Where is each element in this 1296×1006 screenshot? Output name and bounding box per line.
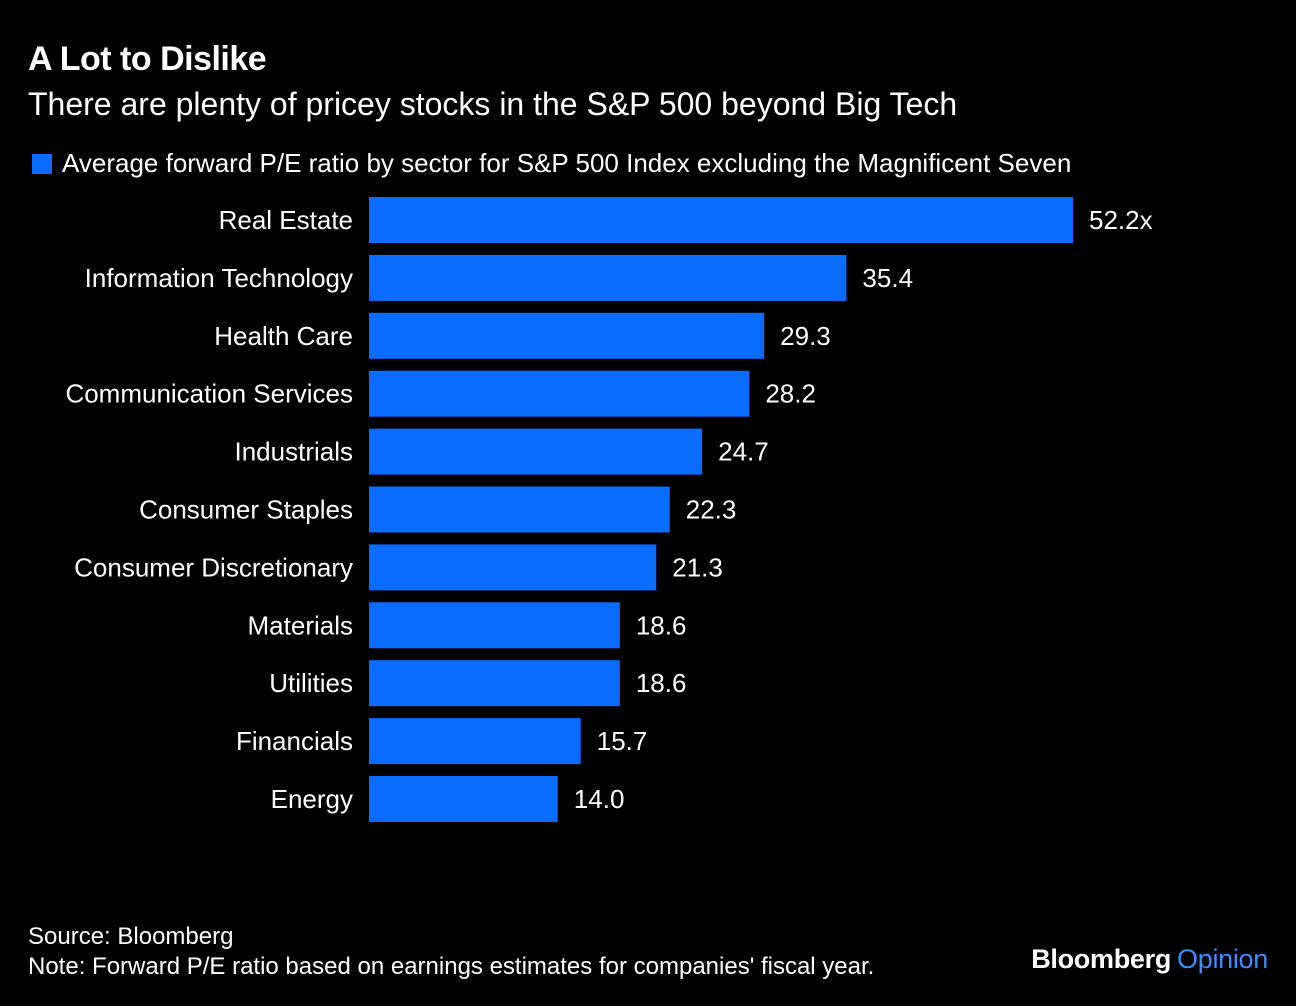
value-label: 35.4 <box>862 263 913 293</box>
chart-title: A Lot to Dislike <box>28 40 267 78</box>
value-label: 29.3 <box>780 321 831 351</box>
note-text: Note: Forward P/E ratio based on earning… <box>28 953 875 980</box>
value-label: 22.3 <box>686 495 737 525</box>
category-label: Consumer Staples <box>139 495 353 525</box>
bar <box>369 776 558 822</box>
bar <box>369 312 765 359</box>
category-label: Industrials <box>235 437 354 467</box>
legend-swatch <box>32 153 52 174</box>
bar <box>369 428 703 475</box>
value-label: 28.2 <box>765 379 816 409</box>
brand-bloomberg: Bloomberg <box>1031 944 1172 974</box>
bar <box>369 718 581 765</box>
value-label: 14.0 <box>574 784 625 814</box>
value-label: 21.3 <box>672 552 723 582</box>
value-label: 15.7 <box>597 726 648 756</box>
category-label: Real Estate <box>219 205 353 235</box>
category-label: Materials <box>248 610 353 640</box>
category-label: Utilities <box>269 668 353 698</box>
bar <box>369 544 657 591</box>
bar <box>369 660 620 707</box>
source-text: Source: Bloomberg <box>28 923 234 950</box>
bar <box>369 197 1073 243</box>
bar <box>369 486 670 533</box>
bar <box>369 254 847 301</box>
legend: Average forward P/E ratio by sector for … <box>32 148 1071 179</box>
brand-logo: Bloomberg Opinion <box>1031 944 1268 975</box>
chart-subtitle: There are plenty of pricey stocks in the… <box>28 86 958 122</box>
footer-notes: Source: Bloomberg Note: Forward P/E rati… <box>28 922 874 982</box>
brand-opinion: Opinion <box>1177 944 1268 974</box>
category-label: Energy <box>271 784 353 814</box>
category-label: Health Care <box>214 321 353 351</box>
legend-label: Average forward P/E ratio by sector for … <box>62 148 1072 178</box>
category-label: Communication Services <box>65 379 353 409</box>
category-label: Financials <box>236 726 353 756</box>
value-label: 18.6 <box>636 610 687 640</box>
value-label: 52.2x <box>1089 205 1153 235</box>
value-label: 24.7 <box>718 437 769 467</box>
value-label: 18.6 <box>636 668 687 698</box>
category-label: Information Technology <box>85 263 353 293</box>
bar <box>369 370 750 417</box>
bar <box>369 602 620 649</box>
category-label: Consumer Discretionary <box>74 552 353 582</box>
